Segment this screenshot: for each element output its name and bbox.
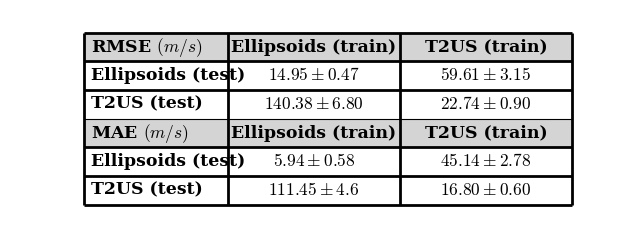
Text: MAE $(m/s)$: MAE $(m/s)$ [92,121,189,145]
Bar [228,119,400,147]
Text: Ellipsoids (test): Ellipsoids (test) [92,153,246,170]
Text: $22.74 \pm 0.90$: $22.74 \pm 0.90$ [440,96,531,113]
Text: $59.61 \pm 3.15$: $59.61 \pm 3.15$ [440,67,531,84]
Bar [228,147,400,176]
Bar [400,119,572,147]
Bar [400,33,572,61]
Bar [84,147,228,176]
Text: Ellipsoids (train): Ellipsoids (train) [231,125,396,141]
Bar [400,61,572,90]
Bar [228,176,400,205]
Bar [228,90,400,119]
Text: $5.94 \pm 0.58$: $5.94 \pm 0.58$ [273,153,355,170]
Text: $140.38 \pm 6.80$: $140.38 \pm 6.80$ [264,96,364,113]
Text: $16.80 \pm 0.60$: $16.80 \pm 0.60$ [440,182,531,199]
Bar [84,61,228,90]
Text: T2US (train): T2US (train) [424,39,547,55]
Bar [400,90,572,119]
Text: $14.95 \pm 0.47$: $14.95 \pm 0.47$ [268,67,360,84]
Bar [228,61,400,90]
Text: T2US (test): T2US (test) [92,96,203,113]
Bar [84,119,228,147]
Text: Ellipsoids (train): Ellipsoids (train) [231,39,396,55]
Text: $111.45 \pm 4.6$: $111.45 \pm 4.6$ [268,182,360,199]
Text: Ellipsoids (test): Ellipsoids (test) [92,67,246,84]
Bar [84,33,228,61]
Bar [400,147,572,176]
Text: T2US (test): T2US (test) [92,182,203,199]
Bar [84,176,228,205]
Text: T2US (train): T2US (train) [424,125,547,141]
Bar [84,90,228,119]
Text: RMSE $(m/s)$: RMSE $(m/s)$ [92,35,203,59]
Text: $45.14 \pm 2.78$: $45.14 \pm 2.78$ [440,153,532,170]
Bar [400,176,572,205]
Bar [228,33,400,61]
